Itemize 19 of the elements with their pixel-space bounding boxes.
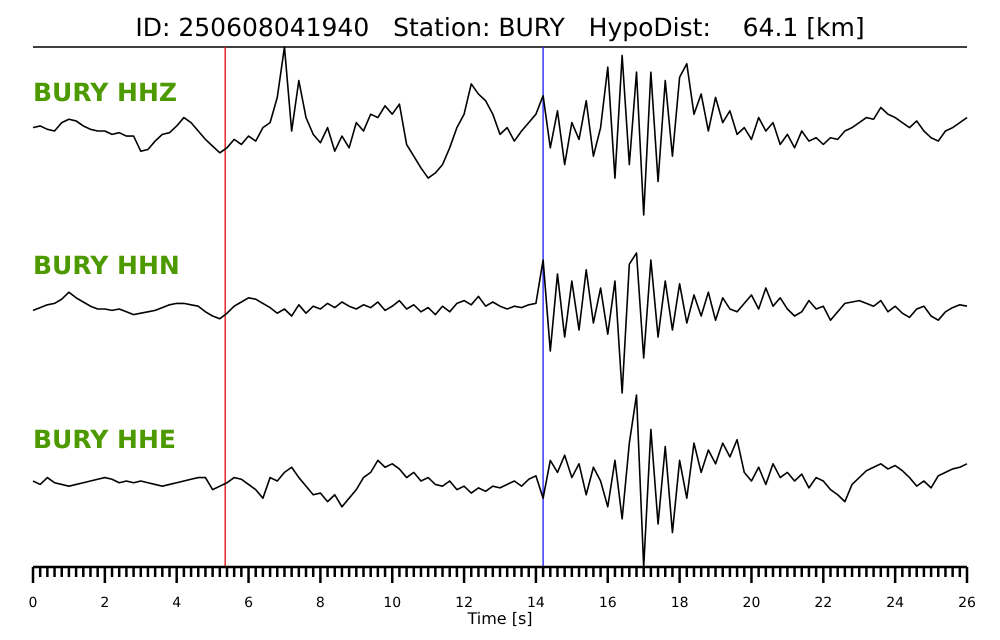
x-axis-title: Time [s] <box>466 609 533 628</box>
x-tick-label: 6 <box>244 595 254 611</box>
x-tick-label: 20 <box>742 595 760 611</box>
x-tick-label: 12 <box>455 595 473 611</box>
x-tick-label: 16 <box>598 595 617 611</box>
x-tick-label: 26 <box>958 595 976 611</box>
x-tick-label: 2 <box>100 595 110 611</box>
x-tick-label: 8 <box>316 595 325 611</box>
chart-subtitle: BURY HHN <box>33 251 180 280</box>
chart-title: ID: 250608041940 Station: BURY HypoDist: 64.1 [km] <box>135 13 865 42</box>
x-tick-label: 14 <box>527 595 545 611</box>
x-tick-label: 22 <box>814 595 832 611</box>
text: BURY HHZ <box>33 78 178 107</box>
x-tick-label: 18 <box>670 595 689 611</box>
text: BURY HHE <box>33 425 176 454</box>
x-tick-label: 24 <box>886 595 904 611</box>
x-tick-label: 4 <box>172 595 182 611</box>
x-tick-label: 10 <box>383 595 402 611</box>
x-tick-label: 0 <box>28 595 38 611</box>
